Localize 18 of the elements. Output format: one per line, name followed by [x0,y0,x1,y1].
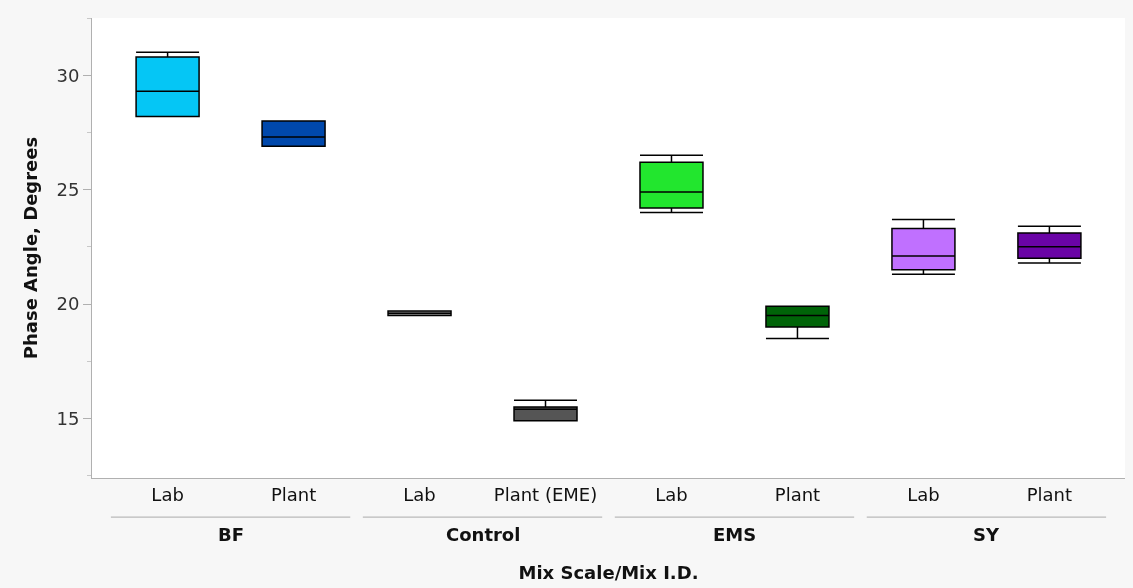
x-tick-label: Plant [1026,483,1073,505]
x-tick-label: Plant [774,483,821,505]
x-tick-label: Lab [151,483,184,505]
y-tick-label: 20 [56,293,80,315]
x-tick-label: Lab [907,483,940,505]
text: Control [446,524,521,545]
y-tick-label: 30 [56,64,80,86]
x-tick-label: Lab [403,483,436,505]
y-axis-title: Phase Angle, Degrees [19,136,41,360]
x-tick-label: Plant (EME) [493,483,598,505]
text: SY [973,524,1000,545]
x-tick-label: Plant [270,483,317,505]
y-tick-label: 15 [56,407,80,429]
text: BF [218,524,245,545]
x-tick-label: Lab [655,483,688,505]
text: EMS [713,524,757,545]
x-axis-title: Mix Scale/Mix I.D. [518,561,699,583]
y-tick-label: 25 [56,178,80,200]
